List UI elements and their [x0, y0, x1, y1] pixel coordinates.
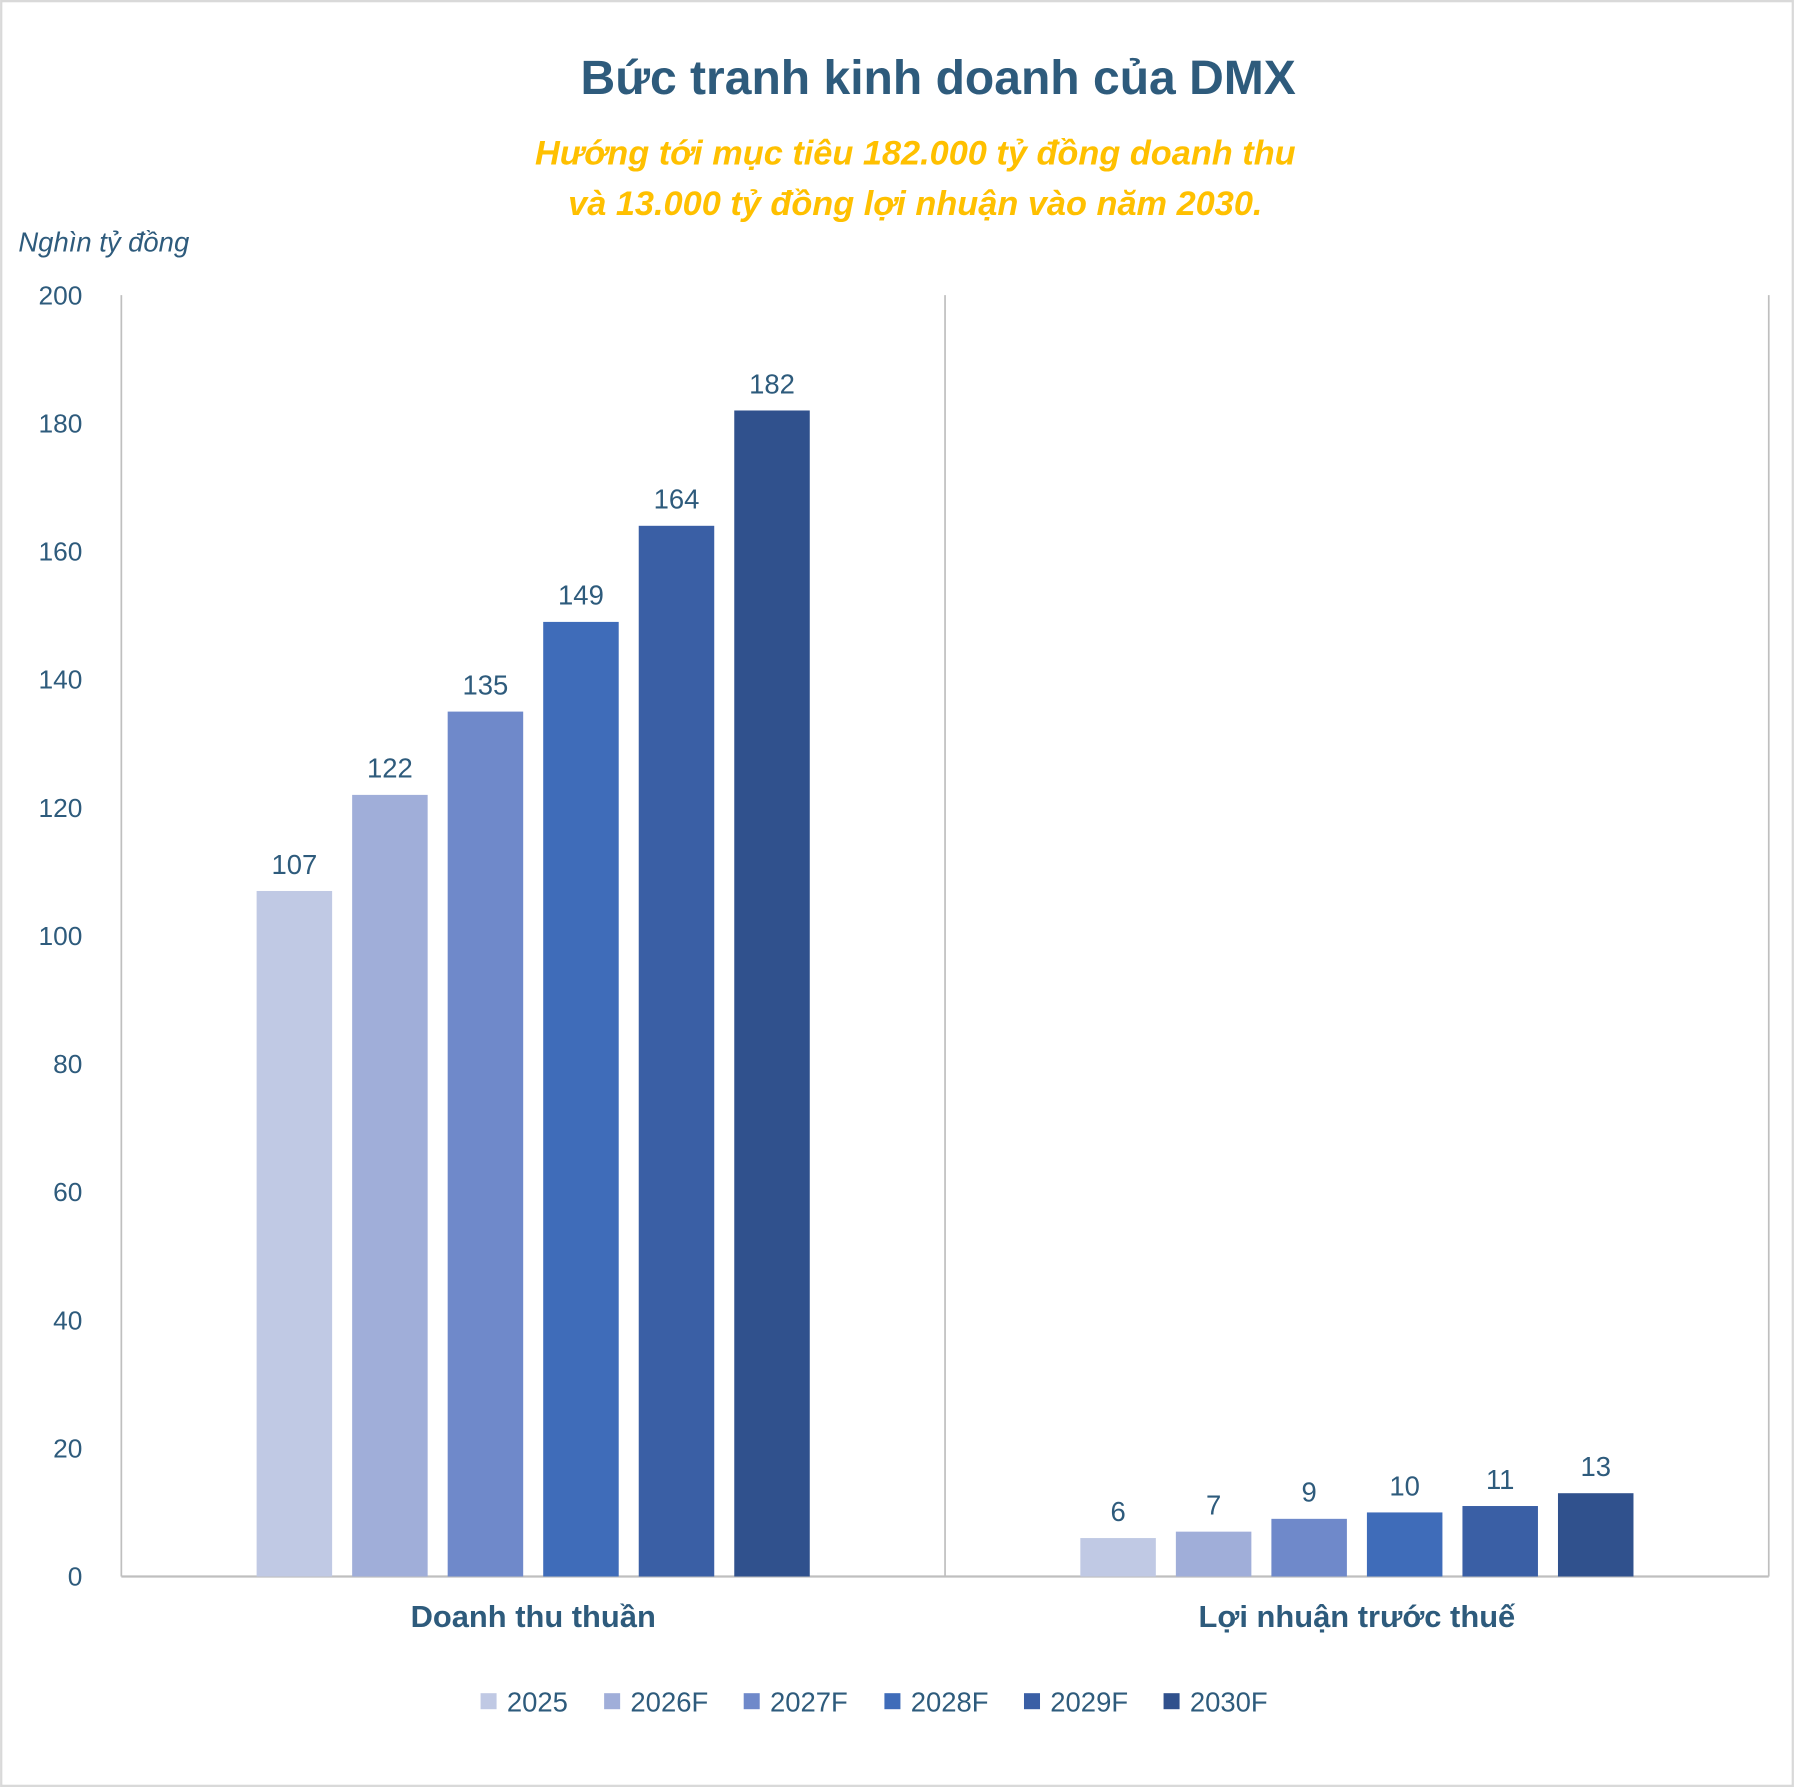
legend-label: 2025 — [507, 1686, 568, 1717]
legend-label: 2030F — [1190, 1686, 1268, 1717]
data-label: 182 — [749, 368, 795, 399]
y-tick-label: 100 — [39, 921, 83, 951]
chart-subtitle-line-1: Hướng tới mục tiêu 182.000 tỷ đồng doanh… — [535, 135, 1296, 173]
bar-2028F — [543, 621, 619, 1577]
legend-swatch-2027F — [743, 1693, 760, 1710]
data-label: 149 — [558, 580, 604, 611]
axes: 0 20 40 60 80 100 120 140 160 180 200 Doanh thu thu… — [39, 280, 1770, 1634]
bar-2027F — [1271, 1518, 1347, 1577]
data-label: 164 — [654, 484, 700, 515]
y-tick-label: 60 — [53, 1177, 82, 1207]
y-tick-label: 120 — [39, 793, 83, 823]
category-label: Doanh thu thuần — [411, 1599, 656, 1634]
bar-2026F — [1175, 1531, 1252, 1577]
y-tick-label: 40 — [53, 1305, 82, 1335]
y-tick-label: 180 — [39, 408, 83, 438]
data-label: 7 — [1206, 1489, 1221, 1520]
bar-2028F — [1366, 1512, 1443, 1577]
data-label: 9 — [1302, 1477, 1317, 1508]
y-tick-label: 80 — [53, 1049, 82, 1079]
legend-swatch-2030F — [1163, 1693, 1180, 1710]
y-tick-label: 140 — [39, 665, 83, 695]
y-tick-label: 200 — [39, 280, 83, 310]
bar-2025 — [256, 890, 333, 1577]
data-label: 122 — [367, 753, 413, 784]
category-label: Lợi nhuận trước thuế — [1199, 1599, 1517, 1634]
data-label: 13 — [1580, 1451, 1611, 1482]
legend-label: 2027F — [770, 1686, 848, 1717]
bar-2030F — [1557, 1493, 1634, 1577]
legend-swatch-2025 — [480, 1693, 497, 1710]
bar-2026F — [352, 794, 428, 1577]
legend-label: 2029F — [1050, 1686, 1128, 1717]
y-tick-label: 160 — [39, 537, 83, 567]
legend-swatch-2029F — [1023, 1693, 1041, 1710]
bar-2027F — [447, 711, 524, 1577]
data-label: 11 — [1486, 1464, 1514, 1495]
y-tick-label: 0 — [68, 1562, 83, 1592]
data-label: 6 — [1110, 1496, 1125, 1527]
legend: 2025 2026F 2027F 2028F 2029F 2030F — [480, 1686, 1268, 1717]
bars: 107 122 135 149 164 182 6 7 9 10 11 13 — [256, 368, 1634, 1577]
bar-2029F — [1462, 1506, 1538, 1577]
data-label: 135 — [463, 669, 509, 700]
chart-title: Bức tranh kinh doanh của DMX — [581, 52, 1296, 105]
legend-label: 2028F — [911, 1686, 989, 1717]
legend-swatch-2028F — [884, 1693, 901, 1710]
legend-label: 2026F — [630, 1686, 708, 1717]
data-label: 107 — [271, 849, 317, 880]
legend-swatch-2026F — [604, 1693, 621, 1710]
bar-2025 — [1080, 1538, 1156, 1577]
data-label: 10 — [1389, 1470, 1420, 1501]
y-tick-label: 20 — [53, 1434, 82, 1464]
bar-2029F — [638, 525, 715, 1577]
y-axis-unit-label: Nghìn tỷ đồng — [18, 227, 190, 258]
bar-2030F — [734, 410, 810, 1577]
chart-subtitle-line-2: và 13.000 tỷ đồng lợi nhuận vào năm 2030… — [568, 185, 1262, 223]
